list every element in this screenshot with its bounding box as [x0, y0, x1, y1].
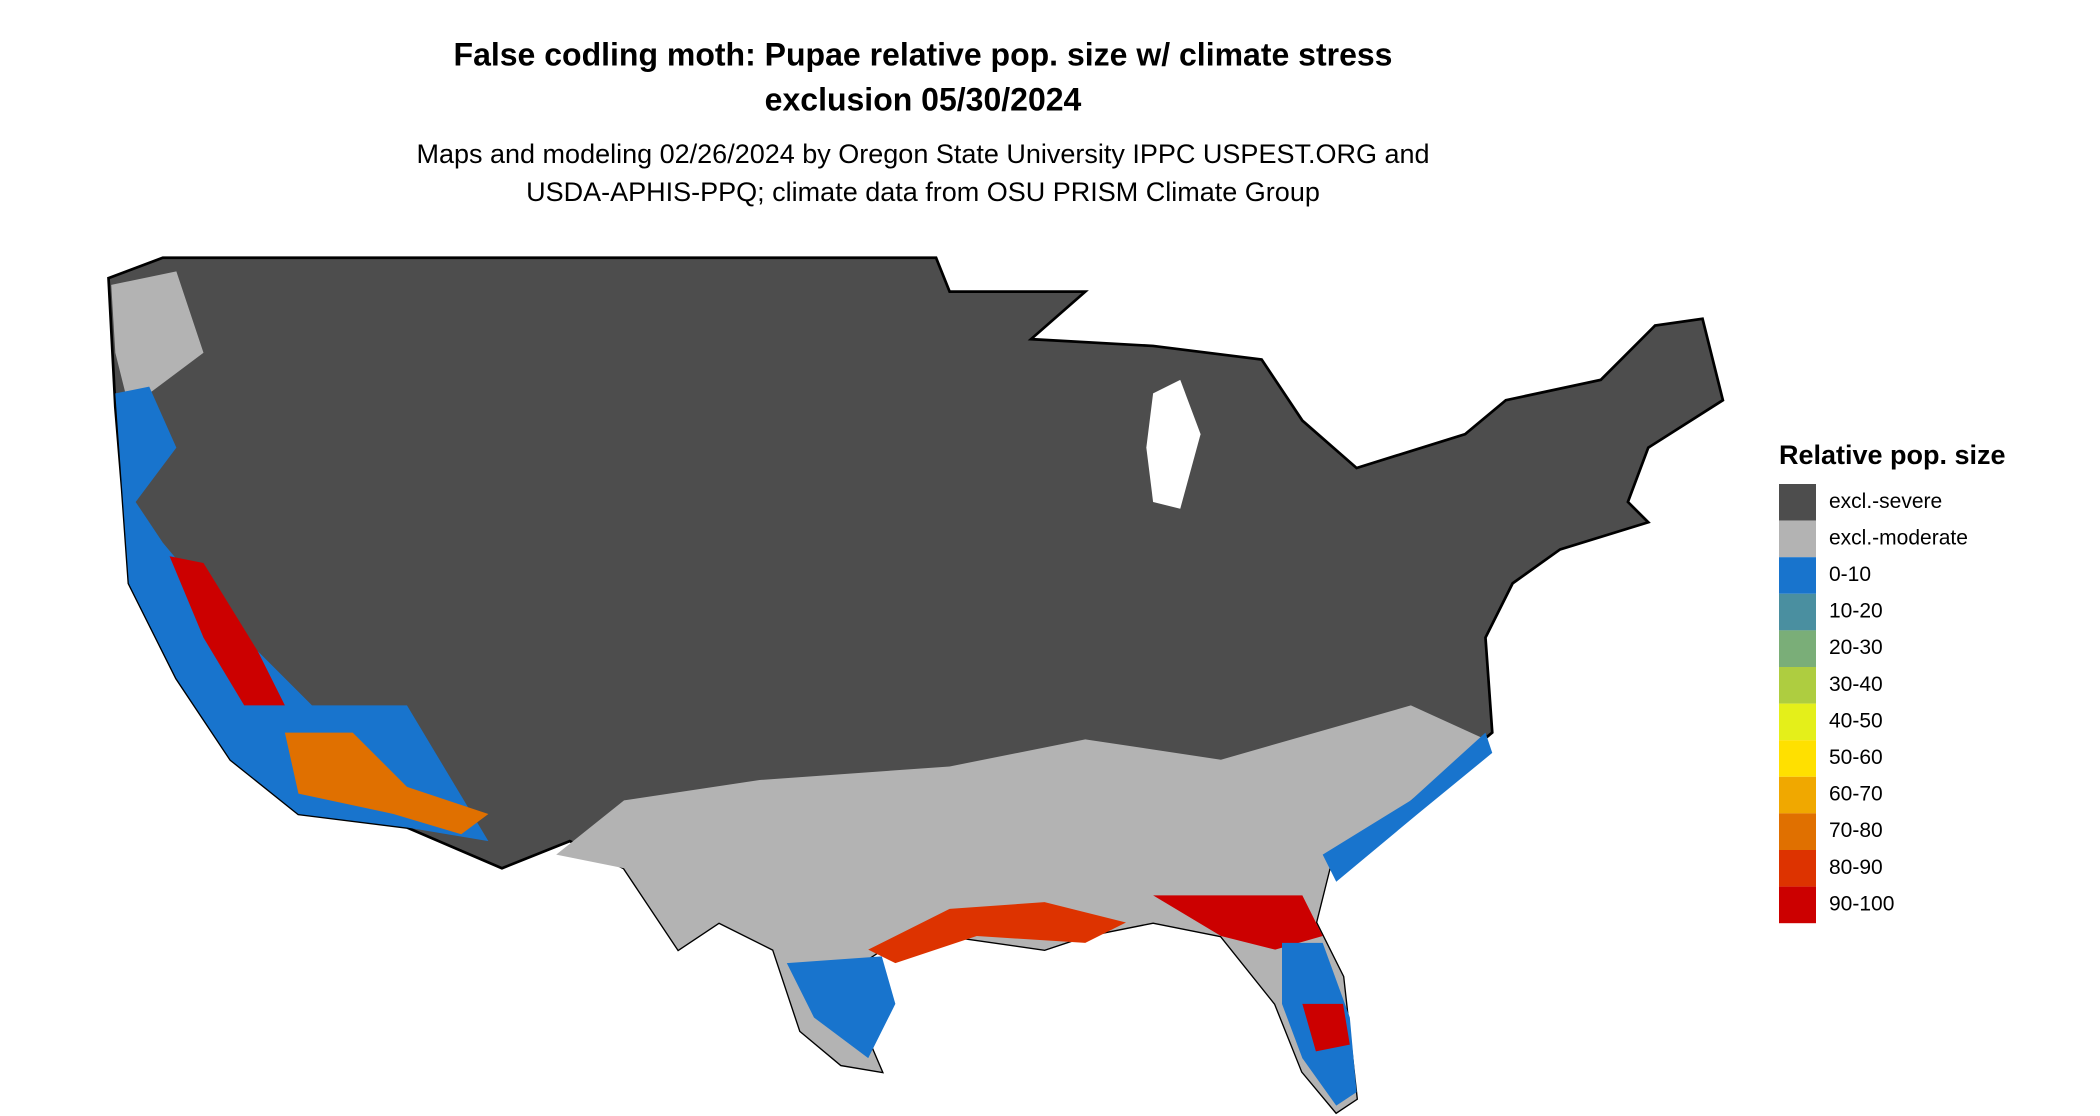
legend-label: excl.-severe	[1829, 490, 1942, 513]
map-high-fl	[1153, 895, 1323, 950]
legend-swatch	[1779, 557, 1816, 594]
legend-label: 80-90	[1829, 856, 1883, 879]
legend-swatch	[1779, 630, 1816, 667]
map-low-gulf	[786, 956, 896, 1059]
legend-swatch	[1779, 813, 1816, 850]
legend-swatch	[1779, 740, 1816, 777]
legend-swatch	[1779, 520, 1816, 558]
legend-swatch	[1779, 484, 1816, 521]
map-excl-severe	[107, 256, 1725, 1115]
map-lake	[1146, 379, 1201, 509]
legend-swatch	[1779, 776, 1816, 814]
map-excl-moderate-nw	[111, 271, 204, 407]
legend-label: 20-30	[1829, 636, 1883, 659]
legend-swatch	[1779, 703, 1816, 741]
subtitle: USDA-APHIS-PPQ; climate data from OSU PR…	[526, 177, 1320, 207]
legend-label: 0-10	[1829, 563, 1871, 586]
legend-title: Relative pop. size	[1779, 440, 2006, 470]
legend-label: 50-60	[1829, 746, 1883, 769]
us-map	[107, 256, 1725, 1115]
legend-label: excl.-moderate	[1829, 526, 1968, 549]
legend-label: 10-20	[1829, 600, 1883, 623]
title: False codling moth: Pupae relative pop. …	[454, 36, 1393, 72]
map-high-fl-south	[1302, 1003, 1350, 1052]
legend-label: 90-100	[1829, 892, 1894, 915]
legend-label: 70-80	[1829, 819, 1883, 842]
map-high-sw	[284, 732, 489, 835]
subtitle: Maps and modeling 02/26/2024 by Oregon S…	[416, 139, 1429, 169]
map-low-east	[1322, 732, 1493, 882]
legend-swatch	[1779, 593, 1816, 631]
title: exclusion 05/30/2024	[765, 81, 1082, 117]
legend-swatch	[1779, 850, 1816, 887]
legend-swatch	[1779, 667, 1816, 704]
legend-label: 40-50	[1829, 709, 1883, 732]
legend-label: 30-40	[1829, 673, 1883, 696]
legend-swatch	[1779, 886, 1816, 924]
map-low-west	[115, 386, 489, 842]
legend-label: 60-70	[1829, 783, 1883, 806]
map-high-west	[169, 556, 285, 706]
legend: excl.-severe excl.-moderate 0-10 10-20 20-30…	[1779, 484, 1968, 924]
